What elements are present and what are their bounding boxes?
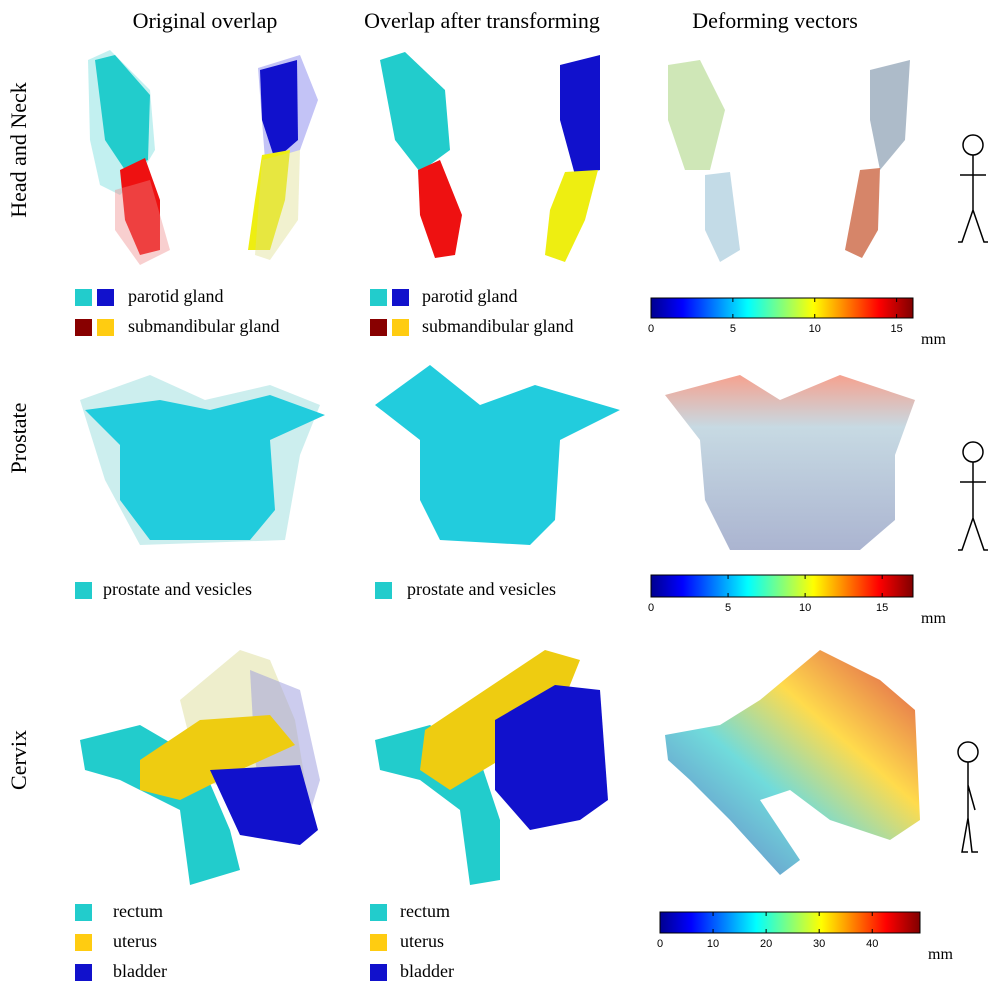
colorbar-tick-label: 15	[891, 323, 903, 335]
legend-label: rectum	[113, 901, 163, 921]
colorbar-tick-label: 10	[707, 938, 719, 950]
legend-label: submandibular gland	[128, 316, 279, 336]
prostate-original	[80, 375, 325, 545]
head-neck-original	[88, 50, 318, 265]
legend-label: parotid gland	[128, 286, 223, 306]
legend-label: submandibular gland	[422, 316, 573, 336]
row-label: Head and Neck	[6, 82, 31, 218]
head-neck-transformed	[380, 52, 600, 262]
legend-label: bladder	[113, 961, 167, 981]
legend-label: rectum	[400, 901, 450, 921]
colorbar	[651, 575, 913, 597]
colorbar-unit: mm	[928, 946, 953, 963]
colorbar-tick-label: 5	[725, 602, 731, 614]
colorbar	[660, 912, 920, 933]
colorbar-tick-label: 0	[657, 938, 663, 950]
colorbar-tick-label: 10	[809, 323, 821, 335]
head-neck-vectors	[668, 60, 910, 262]
prostate-vectors	[665, 375, 915, 550]
colorbar-tick-label: 5	[730, 323, 736, 335]
colorbar-unit: mm	[921, 331, 946, 348]
colorbar	[651, 298, 913, 318]
legend-label: bladder	[400, 961, 454, 981]
colorbar-tick-label: 0	[648, 323, 654, 335]
legend-label: uterus	[400, 931, 444, 951]
legend-label: prostate and vesicles	[407, 579, 556, 599]
column-header: Original overlap	[133, 8, 278, 33]
cervix-transformed	[375, 650, 608, 885]
legend-label: uterus	[113, 931, 157, 951]
prostate-transformed	[375, 365, 620, 545]
figure: Original overlap Overlap after transform…	[0, 0, 989, 985]
colorbar-tick-label: 20	[760, 938, 772, 950]
colorbar-tick-label: 40	[866, 938, 878, 950]
cervix-vectors	[665, 650, 920, 875]
colorbar-tick-label: 30	[813, 938, 825, 950]
colorbar-tick-label: 0	[648, 602, 654, 614]
column-header: Deforming vectors	[692, 8, 858, 33]
legend-label: parotid gland	[422, 286, 517, 306]
page: {"headers": ["Original overlap", "Overla…	[0, 0, 989, 985]
colorbar-tick-label: 15	[876, 602, 888, 614]
column-header: Overlap after transforming	[364, 8, 600, 33]
legend-label: prostate and vesicles	[103, 579, 252, 599]
orientation-figure	[958, 135, 988, 852]
colorbar-tick-label: 10	[799, 602, 811, 614]
row-label: Cervix	[6, 730, 31, 790]
colorbar-unit: mm	[921, 610, 946, 627]
row-label: Prostate	[6, 403, 31, 474]
cervix-original	[80, 650, 320, 885]
